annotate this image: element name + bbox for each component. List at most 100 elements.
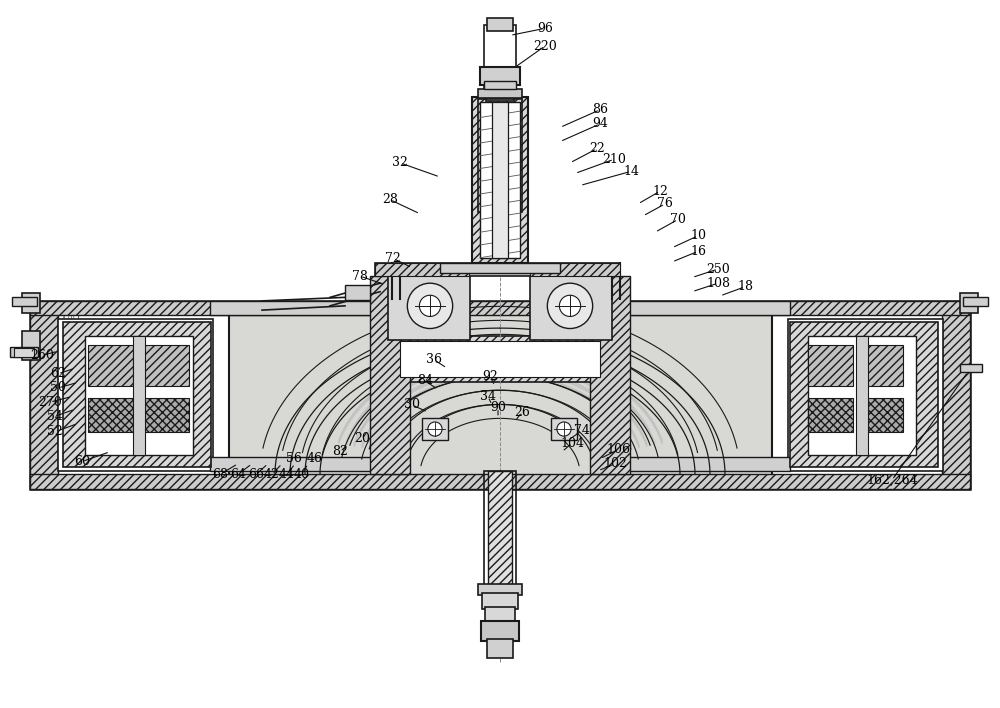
Text: 44: 44	[279, 468, 295, 481]
Bar	[484, 103, 516, 212]
Text: 28: 28	[382, 193, 398, 206]
Bar	[400, 341, 600, 377]
Text: 20: 20	[354, 433, 370, 445]
Bar	[484, 81, 516, 89]
Bar	[478, 89, 522, 98]
Bar	[808, 345, 853, 386]
Bar	[772, 304, 967, 485]
Bar	[10, 347, 38, 357]
Text: 40: 40	[294, 468, 310, 481]
Text: 104: 104	[560, 437, 584, 450]
Text: 74: 74	[574, 424, 590, 437]
Bar	[478, 584, 522, 595]
Bar	[30, 301, 58, 489]
Bar	[963, 297, 988, 306]
Bar	[88, 398, 133, 432]
Text: 26: 26	[514, 406, 530, 418]
Text: 12: 12	[652, 185, 668, 198]
Bar	[133, 336, 145, 455]
Bar	[960, 293, 978, 313]
Bar	[345, 285, 370, 300]
Bar	[856, 336, 868, 455]
Text: 78: 78	[352, 270, 368, 282]
Bar	[63, 322, 211, 467]
Bar	[58, 319, 213, 471]
Bar	[484, 25, 516, 106]
Text: 76: 76	[657, 198, 673, 210]
Text: 162,264: 162,264	[866, 474, 918, 486]
Bar	[530, 263, 620, 276]
Bar	[620, 301, 790, 315]
Bar	[375, 263, 469, 276]
Text: 60: 60	[74, 455, 90, 468]
Text: 270: 270	[38, 396, 62, 409]
Text: 82: 82	[332, 445, 348, 458]
Bar	[88, 345, 133, 386]
Bar	[210, 457, 380, 471]
Bar	[530, 273, 612, 340]
Bar	[30, 301, 970, 489]
Circle shape	[547, 283, 593, 329]
Text: 18: 18	[737, 280, 753, 293]
Bar	[808, 336, 916, 455]
Bar	[808, 398, 853, 432]
Text: 42: 42	[264, 468, 280, 481]
Bar	[388, 336, 612, 382]
Bar	[488, 471, 512, 588]
Text: 220: 220	[533, 40, 557, 52]
Text: 36: 36	[426, 353, 442, 366]
Bar	[30, 474, 970, 489]
Bar	[144, 345, 189, 386]
Bar	[440, 263, 560, 273]
Text: 84: 84	[417, 375, 433, 387]
Bar	[858, 345, 903, 386]
Bar	[34, 304, 229, 485]
Bar	[472, 97, 528, 263]
Bar	[22, 293, 40, 313]
Bar	[85, 336, 193, 455]
Text: 54: 54	[47, 410, 63, 423]
Circle shape	[407, 283, 453, 329]
Bar	[492, 102, 508, 258]
Bar	[942, 301, 970, 489]
Text: 70: 70	[670, 213, 686, 226]
Text: 106: 106	[606, 443, 630, 456]
Text: 52: 52	[47, 426, 63, 438]
Text: 92: 92	[482, 370, 498, 383]
Bar	[14, 348, 34, 357]
Bar	[30, 301, 970, 315]
Bar	[370, 276, 410, 474]
Text: 96: 96	[537, 22, 553, 35]
Bar	[480, 102, 520, 258]
Bar	[422, 418, 448, 440]
Circle shape	[557, 422, 571, 436]
Text: 30: 30	[404, 399, 420, 411]
Bar	[482, 593, 518, 609]
Text: 86: 86	[592, 103, 608, 116]
Text: 94: 94	[592, 118, 608, 130]
Bar	[480, 67, 520, 85]
Bar	[487, 639, 513, 658]
Bar	[620, 457, 790, 471]
Bar	[481, 621, 519, 641]
Text: 108: 108	[706, 277, 730, 290]
Text: 16: 16	[690, 245, 706, 258]
Bar	[960, 364, 982, 372]
Bar	[12, 297, 37, 306]
Bar	[486, 84, 514, 101]
Bar	[22, 331, 40, 360]
Text: 62: 62	[50, 367, 66, 380]
Text: 34: 34	[480, 390, 496, 403]
Text: 72: 72	[385, 252, 401, 265]
Text: 210: 210	[602, 153, 626, 166]
Bar	[375, 263, 620, 276]
Text: 22: 22	[589, 142, 605, 155]
Text: 64: 64	[230, 468, 246, 481]
Bar	[790, 322, 938, 467]
Bar	[388, 273, 470, 340]
Text: 56: 56	[286, 452, 302, 465]
Text: 66: 66	[248, 468, 264, 481]
Bar	[485, 607, 515, 623]
Text: 46: 46	[307, 452, 323, 465]
Bar	[487, 18, 513, 31]
